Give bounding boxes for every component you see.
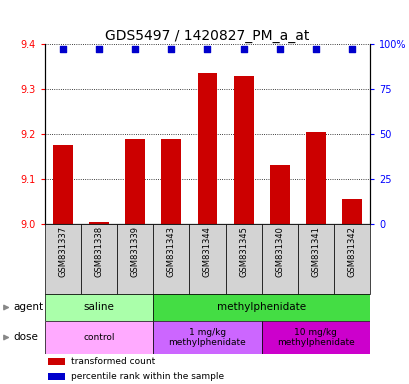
- Bar: [269, 166, 289, 224]
- Text: control: control: [83, 333, 115, 342]
- Bar: [225, 224, 261, 294]
- Text: GSM831343: GSM831343: [166, 226, 175, 277]
- Bar: [48, 373, 64, 379]
- Text: GSM831341: GSM831341: [310, 226, 319, 277]
- Text: percentile rank within the sample: percentile rank within the sample: [71, 372, 224, 381]
- Text: GSM831340: GSM831340: [274, 226, 283, 277]
- Bar: [189, 224, 225, 294]
- Text: agent: agent: [13, 303, 43, 313]
- Text: GSM831337: GSM831337: [58, 226, 67, 277]
- Bar: [297, 224, 333, 294]
- Bar: [153, 294, 369, 321]
- Bar: [333, 224, 369, 294]
- Text: GSM831345: GSM831345: [238, 226, 247, 277]
- Text: 1 mg/kg
methylphenidate: 1 mg/kg methylphenidate: [168, 328, 246, 347]
- Bar: [48, 358, 64, 364]
- Bar: [161, 139, 181, 224]
- Bar: [261, 321, 369, 354]
- Point: [276, 45, 282, 51]
- Bar: [45, 224, 81, 294]
- Bar: [261, 224, 297, 294]
- Bar: [125, 139, 145, 224]
- Point: [348, 45, 354, 51]
- Bar: [153, 224, 189, 294]
- Text: GSM831342: GSM831342: [346, 226, 355, 277]
- Bar: [341, 199, 361, 224]
- Bar: [117, 224, 153, 294]
- Text: transformed count: transformed count: [71, 357, 155, 366]
- Bar: [305, 132, 325, 224]
- Point: [312, 45, 318, 51]
- Bar: [45, 294, 153, 321]
- Point: [132, 45, 138, 51]
- Point: [168, 45, 174, 51]
- Bar: [53, 145, 73, 224]
- Bar: [197, 73, 217, 224]
- Title: GDS5497 / 1420827_PM_a_at: GDS5497 / 1420827_PM_a_at: [105, 29, 309, 43]
- Point: [96, 45, 102, 51]
- Text: GSM831339: GSM831339: [130, 226, 139, 277]
- Bar: [233, 76, 253, 224]
- Bar: [45, 321, 153, 354]
- Text: GSM831338: GSM831338: [94, 226, 103, 277]
- Text: saline: saline: [83, 303, 115, 313]
- Point: [204, 45, 210, 51]
- Bar: [153, 321, 261, 354]
- Text: dose: dose: [13, 333, 38, 343]
- Text: GSM831344: GSM831344: [202, 226, 211, 277]
- Bar: [89, 222, 109, 224]
- Text: methylphenidate: methylphenidate: [217, 303, 306, 313]
- Bar: [81, 224, 117, 294]
- Text: 10 mg/kg
methylphenidate: 10 mg/kg methylphenidate: [276, 328, 354, 347]
- Point: [240, 45, 246, 51]
- Point: [60, 45, 66, 51]
